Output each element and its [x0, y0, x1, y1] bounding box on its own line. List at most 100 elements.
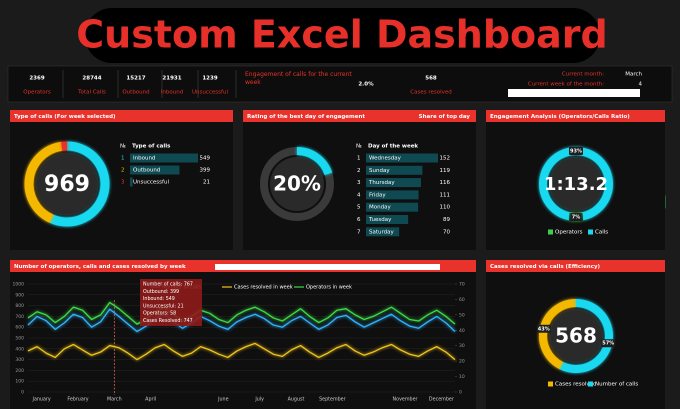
y2-tick-label: 0 — [459, 390, 462, 396]
tooltip-line: Operators: 58 — [143, 311, 176, 317]
ring-inner — [549, 309, 603, 363]
tooltip — [140, 279, 202, 326]
series-line — [27, 301, 456, 325]
y-tick-label: 700 — [15, 314, 24, 320]
panel-header — [486, 110, 665, 122]
category: Unsuccessful — [133, 180, 169, 186]
table-header: Type of calls — [132, 144, 171, 150]
legend-swatch — [548, 229, 553, 235]
value-bar — [130, 165, 180, 175]
kpi-label: Operators — [23, 90, 51, 96]
rank: 5 — [357, 205, 361, 211]
y2-tick-label: 20 — [459, 359, 465, 365]
value: 70 — [443, 229, 450, 235]
value: 399 — [200, 168, 211, 174]
y-tick-label: 100 — [15, 379, 24, 385]
panel-title: Rating of the best day of engagement — [247, 114, 365, 120]
pct-label: 7% — [572, 215, 581, 221]
pct-label: 43% — [538, 326, 550, 332]
series-line — [27, 342, 456, 361]
title-pill — [85, 8, 600, 63]
legend-label: Calls — [595, 230, 608, 236]
tooltip-line: Unsuccessful: 21 — [143, 303, 184, 309]
y-tick-label: 500 — [15, 336, 24, 342]
legend-label: Cases resolved in week — [234, 285, 293, 291]
ring-inner — [270, 157, 324, 211]
y-tick-label: 300 — [15, 357, 24, 363]
tooltip-line: Outbound: 399 — [143, 289, 179, 295]
tooltip-line: Number of calls: 767 — [143, 282, 193, 288]
y-tick-label: 1000 — [13, 282, 25, 288]
y-tick-label: 800 — [15, 303, 24, 309]
x-tick-label: July — [254, 397, 264, 403]
pct-box — [569, 147, 583, 155]
panel-subtitle: Share of top day — [419, 114, 471, 120]
value: 549 — [200, 156, 211, 162]
month-label: Current month: — [562, 72, 604, 78]
cases-label: Cases resolved — [410, 90, 452, 96]
cases-value: 568 — [425, 76, 437, 82]
rank: 2 — [121, 168, 125, 174]
category: Monday — [369, 205, 391, 211]
value: 21 — [203, 180, 210, 186]
y-tick-label: 900 — [15, 292, 24, 298]
panel-header — [243, 110, 476, 122]
x-tick-label: August — [288, 397, 305, 403]
legend-label: Operators in week — [306, 285, 352, 291]
slicer — [215, 264, 440, 270]
y2-tick-label: 60 — [459, 297, 465, 303]
value-bar — [130, 177, 133, 187]
value-bar — [366, 215, 409, 224]
week-value: 4 — [639, 82, 643, 88]
value: 116 — [440, 180, 451, 186]
donut-center: 568 — [555, 324, 597, 348]
donut-segment — [24, 141, 63, 223]
panel-title: Type of calls (For week selected) — [14, 114, 116, 120]
pct-label: 57% — [602, 341, 614, 347]
value-bar — [366, 227, 400, 237]
panel-header — [10, 110, 233, 122]
value: 111 — [440, 192, 451, 198]
rank: 3 — [357, 180, 361, 186]
page-title: Custom Excel Dashboard — [76, 13, 607, 57]
ring-inner — [35, 152, 99, 216]
y2-tick-label: 10 — [459, 374, 465, 380]
value-bar — [366, 190, 419, 200]
kpi-value: 2369 — [29, 76, 44, 82]
rank: 1 — [121, 156, 125, 162]
legend-swatch — [588, 229, 593, 235]
value: 152 — [440, 156, 451, 162]
value-bar — [366, 178, 421, 188]
panel — [10, 260, 476, 409]
x-tick-label: June — [217, 397, 228, 403]
rank: 7 — [357, 229, 361, 235]
x-tick-label: January — [32, 397, 51, 403]
panel-title: Cases resolved via calls (Efficiency) — [490, 264, 601, 270]
y2-tick-label: 30 — [459, 343, 465, 349]
category: Saturday — [369, 229, 395, 235]
category: Outbound — [133, 168, 160, 174]
y2-tick-label: 70 — [459, 282, 465, 288]
category: Sunday — [369, 168, 390, 174]
y-tick-label: 400 — [15, 346, 24, 352]
engagement-label: Engagement of calls for the current week — [245, 71, 352, 86]
rank: 3 — [121, 180, 125, 186]
category: Inbound — [133, 156, 155, 162]
legend-swatch — [548, 381, 553, 387]
table-header: № — [120, 144, 126, 150]
kpi-value: 28744 — [82, 76, 101, 82]
table-header: Day of the week — [368, 144, 418, 150]
kpi-label: Outbound — [122, 90, 149, 96]
category: Wednesday — [369, 156, 402, 162]
week-input[interactable] — [508, 89, 640, 97]
pct-label: 93% — [570, 149, 582, 155]
kpi-value: 15217 — [126, 76, 145, 82]
engagement-box: Engagement of calls for the current week — [245, 71, 352, 86]
panel-title: Engagement Analysis (Operators/Calls Rat… — [490, 114, 630, 120]
value-bar — [366, 202, 419, 212]
value-bar — [366, 153, 438, 163]
panel-title: Number of operators, calls and cases res… — [14, 264, 186, 270]
value-bar — [366, 165, 423, 175]
series-line — [27, 308, 456, 333]
